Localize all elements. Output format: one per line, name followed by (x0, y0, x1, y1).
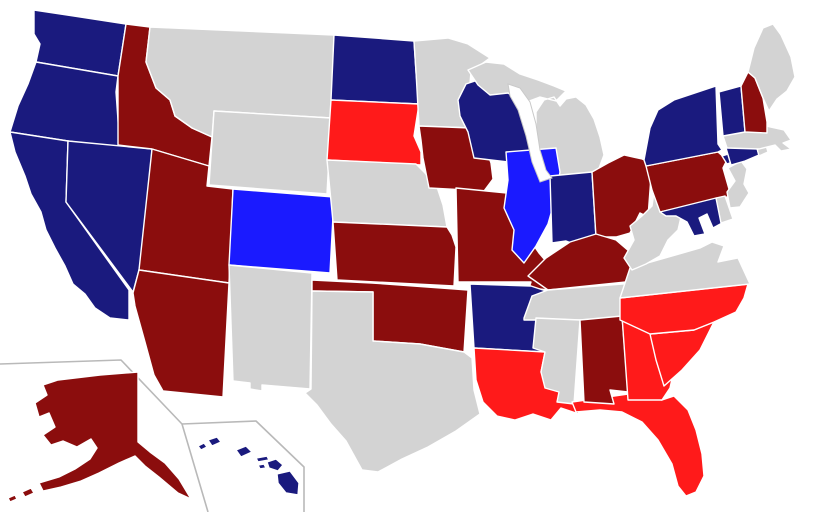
state-texas (304, 290, 481, 473)
state-wyoming (208, 110, 332, 195)
state-virginia (619, 241, 751, 299)
state-maine (747, 23, 796, 112)
state-florida (571, 393, 705, 497)
state-south-dakota (326, 99, 422, 166)
alaska-inset-border (0, 359, 209, 512)
state-new-jersey (726, 160, 750, 209)
state-pennsylvania (645, 151, 732, 213)
state-north-carolina (619, 283, 749, 335)
state-mississippi (532, 317, 581, 405)
state-delaware (715, 195, 734, 224)
state-new-mexico (228, 264, 313, 392)
state-california (9, 131, 130, 321)
state-kentucky (527, 233, 641, 291)
state-north-dakota (330, 34, 420, 105)
state-arizona (132, 269, 230, 398)
state-kansas (332, 221, 457, 287)
state-colorado (228, 188, 335, 274)
state-alabama (579, 315, 629, 405)
lake-michigan (507, 83, 553, 183)
hawaii-inset-border (181, 420, 305, 512)
state-hawaii (197, 436, 300, 496)
state-alaska (7, 371, 192, 503)
